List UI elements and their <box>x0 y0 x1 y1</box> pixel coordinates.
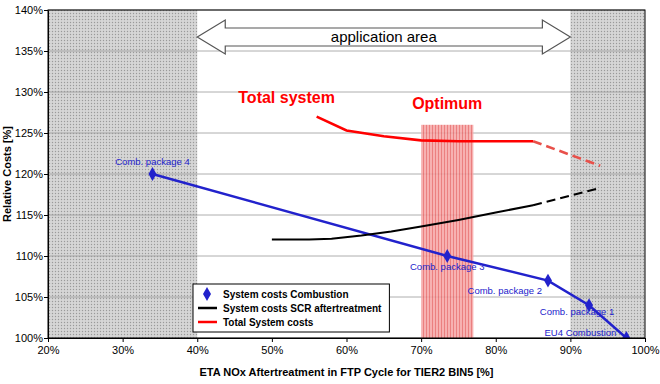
tick-label: 40% <box>187 344 209 356</box>
grid <box>48 10 645 338</box>
optimum-band <box>421 125 473 338</box>
y-tick: 125% <box>15 127 48 139</box>
series-line <box>152 174 626 338</box>
tick-label: 90% <box>560 344 582 356</box>
tick-label: 20% <box>37 344 59 356</box>
tick-label: 30% <box>112 344 134 356</box>
x-tick: 60% <box>336 338 358 356</box>
y-tick: 130% <box>15 86 48 98</box>
plot-area <box>148 117 630 338</box>
tick-mark <box>496 338 497 342</box>
tick-label: 105% <box>15 291 43 303</box>
tick-mark <box>44 256 48 257</box>
y-tick: 115% <box>16 209 48 221</box>
tick-mark <box>44 297 48 298</box>
tick-mark <box>44 133 48 134</box>
y-tick: 100% <box>15 332 48 344</box>
plot-background <box>48 10 645 338</box>
tick-mark <box>272 338 273 342</box>
tick-mark <box>44 215 48 216</box>
series-line <box>317 117 533 142</box>
tick-mark <box>44 10 48 11</box>
legend-label: System costs SCR aftertreatment <box>223 303 382 314</box>
point-label: Comb. package 1 <box>540 306 614 317</box>
tick-mark <box>44 51 48 52</box>
x-tick: 70% <box>411 338 433 356</box>
legend-label: System costs Combustion <box>223 289 349 300</box>
tick-label: 115% <box>16 209 44 221</box>
tick-mark <box>645 338 646 342</box>
tick-mark <box>421 338 422 342</box>
point-marker <box>544 274 552 288</box>
x-tick: 40% <box>187 338 209 356</box>
legend-label: Total System costs <box>223 317 314 328</box>
tick-mark <box>197 338 198 342</box>
tick-mark <box>347 338 348 342</box>
tick-label: 100% <box>15 332 43 344</box>
chart-svg: 20% 30% 40% 50% 60% 70% 80% 90% 100% 100% 105% 110%… <box>0 0 660 384</box>
legend-key <box>198 307 217 310</box>
grid-line <box>48 92 645 93</box>
region-layer <box>48 10 645 338</box>
grid-line <box>48 51 645 52</box>
tick-label: 50% <box>261 344 283 356</box>
x-tick: 80% <box>485 338 507 356</box>
point-label: Comb. package 4 <box>115 156 189 167</box>
y-tick: 140% <box>15 4 48 16</box>
tick-label: 70% <box>411 344 433 356</box>
grid-line <box>48 215 645 216</box>
tick-label: 80% <box>485 344 507 356</box>
x-axis-title: ETA NOx Aftertreatment in FTP Cycle for … <box>200 366 494 378</box>
tick-label: 120% <box>15 168 43 180</box>
point-marker <box>148 167 156 181</box>
annotation: Total system <box>238 89 335 106</box>
plot-frame <box>48 10 645 338</box>
tick-label: 140% <box>15 4 43 16</box>
series-line <box>272 205 533 239</box>
tick-mark <box>48 338 49 342</box>
point-label: Comb. package 2 <box>468 285 542 296</box>
legend-key <box>203 287 211 301</box>
tick-label: 60% <box>336 344 358 356</box>
legend-box <box>193 284 389 332</box>
application-label: application area <box>331 28 438 45</box>
y-tick: 105% <box>15 291 48 303</box>
grid-line <box>48 133 645 134</box>
point-marker <box>622 331 630 338</box>
tick-label: 135% <box>15 45 43 57</box>
point-label: Comb. package 3 <box>410 261 484 272</box>
grid-line <box>48 174 645 175</box>
tick-mark <box>44 338 48 339</box>
application-arrow <box>197 20 570 54</box>
x-tick: 100% <box>631 338 659 356</box>
tick-mark <box>123 338 124 342</box>
tick-label: 125% <box>15 127 43 139</box>
y-tick: 135% <box>15 45 48 57</box>
series-line <box>533 188 600 205</box>
x-tick: 50% <box>261 338 283 356</box>
tick-mark <box>44 92 48 93</box>
grid-line <box>48 256 645 257</box>
x-tick: 90% <box>560 338 582 356</box>
x-tick: 30% <box>112 338 134 356</box>
legend-key <box>198 321 217 324</box>
legend: System costs Combustion System costs SCR … <box>193 284 389 332</box>
y-axis: 100% 105% 110% 115% 120% 125% 130% 135% 140% <box>15 4 49 344</box>
chart-container: 20% 30% 40% 50% 60% 70% 80% 90% 100% 100% 105% 110%… <box>0 0 660 384</box>
y-tick: 120% <box>15 168 48 180</box>
y-axis-title: Relative Costs [%] <box>1 126 13 222</box>
tick-mark <box>44 174 48 175</box>
tick-mark <box>570 338 571 342</box>
tick-label: 100% <box>631 344 659 356</box>
y-tick: 110% <box>16 250 48 262</box>
x-axis: 20% 30% 40% 50% 60% 70% 80% 90% 100% <box>37 338 659 356</box>
tick-label: 110% <box>16 250 44 262</box>
tick-label: 130% <box>15 86 43 98</box>
optimum-label: Optimum <box>412 95 482 112</box>
y-axis-line <box>48 11 49 339</box>
point-label: EU4 Combustion <box>545 327 617 338</box>
series-line <box>533 141 600 166</box>
